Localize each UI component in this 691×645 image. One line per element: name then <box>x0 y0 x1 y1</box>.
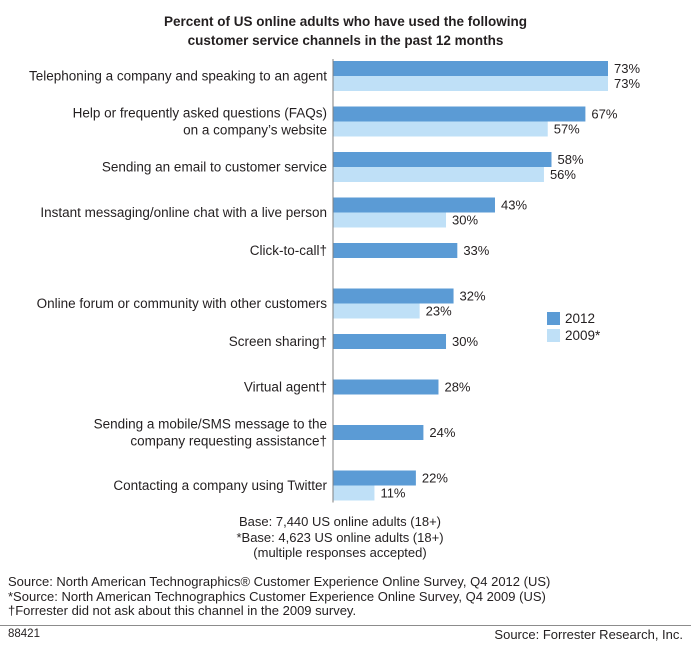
value-label: 24% <box>429 425 455 440</box>
base-note-line-2: *Base: 4,623 US online adults (18+) <box>236 529 444 545</box>
value-label: 73% <box>614 61 640 76</box>
bar-2012 <box>333 61 608 76</box>
bar-2009 <box>333 167 544 182</box>
bar-2012 <box>333 288 454 304</box>
category-label: Online forum or community with other cus… <box>37 296 328 311</box>
legend-swatch-2009 <box>547 329 560 342</box>
value-label: 23% <box>426 304 452 319</box>
value-label: 58% <box>557 152 583 167</box>
category-label: Virtual agent† <box>244 380 327 395</box>
bar-2012 <box>333 425 424 440</box>
value-label: 30% <box>452 213 478 228</box>
bar-2012 <box>333 197 495 213</box>
category-label: Instant messaging/online chat with a liv… <box>40 205 327 220</box>
base-note-line-1: Base: 7,440 US online adults (18+) <box>239 514 441 529</box>
category-label: Sending an email to customer service <box>102 160 327 175</box>
bar-2012 <box>333 334 447 349</box>
value-label: 32% <box>460 289 486 304</box>
figure-id: 88421 <box>8 628 40 640</box>
base-note-line-3: (multiple responses accepted) <box>253 545 427 560</box>
category-label: Telephoning a company and speaking to an… <box>29 69 327 84</box>
value-label: 73% <box>614 76 640 91</box>
bar-2012 <box>333 152 552 167</box>
value-label: 56% <box>550 167 576 182</box>
source-notes: Source: North American Technographics® C… <box>8 574 551 619</box>
bar-chart: Telephoning a company and speaking to an… <box>29 59 640 503</box>
bar-2012 <box>333 470 416 486</box>
category-label: Screen sharing† <box>229 334 327 349</box>
bar-2009 <box>333 485 375 501</box>
category-label: Click-to-call† <box>250 243 327 258</box>
bar-2009 <box>333 121 548 137</box>
value-label: 30% <box>452 334 478 349</box>
category-label: company requesting assistance† <box>130 434 327 449</box>
source-note-1: Source: North American Technographics® C… <box>8 574 551 589</box>
base-note: Base: 7,440 US online adults (18+) *Base… <box>150 514 530 561</box>
value-label: 57% <box>554 122 580 137</box>
footer-source: Source: Forrester Research, Inc. <box>494 627 683 642</box>
source-note-3: †Forrester did not ask about this channe… <box>8 603 357 618</box>
source-note-2: *Source: North American Technographics C… <box>8 588 546 604</box>
legend-swatch-2012 <box>547 312 560 325</box>
footer-divider <box>0 625 691 626</box>
category-label: on a company’s website <box>183 123 327 138</box>
value-label: 22% <box>422 471 448 486</box>
bar-2009 <box>333 212 447 228</box>
chart-title-line-2: customer service channels in the past 12… <box>187 33 504 48</box>
legend-label: 2009* <box>565 328 601 343</box>
category-label: Contacting a company using Twitter <box>113 478 327 493</box>
chart-title: Percent of US online adults who have use… <box>0 12 691 50</box>
legend-label: 2012 <box>565 311 595 326</box>
category-label: Help or frequently asked questions (FAQs… <box>73 106 327 121</box>
bar-2009 <box>333 303 420 319</box>
bar-2012 <box>333 106 586 122</box>
value-label: 11% <box>380 486 405 501</box>
category-label: Sending a mobile/SMS message to the <box>94 417 327 432</box>
chart-title-line-1: Percent of US online adults who have use… <box>163 14 528 29</box>
value-label: 28% <box>444 380 470 395</box>
value-label: 43% <box>501 198 527 213</box>
value-label: 67% <box>591 107 617 122</box>
bar-2012 <box>333 379 439 395</box>
bar-2009 <box>333 76 608 91</box>
bar-2012 <box>333 243 458 258</box>
value-label: 33% <box>463 243 489 258</box>
